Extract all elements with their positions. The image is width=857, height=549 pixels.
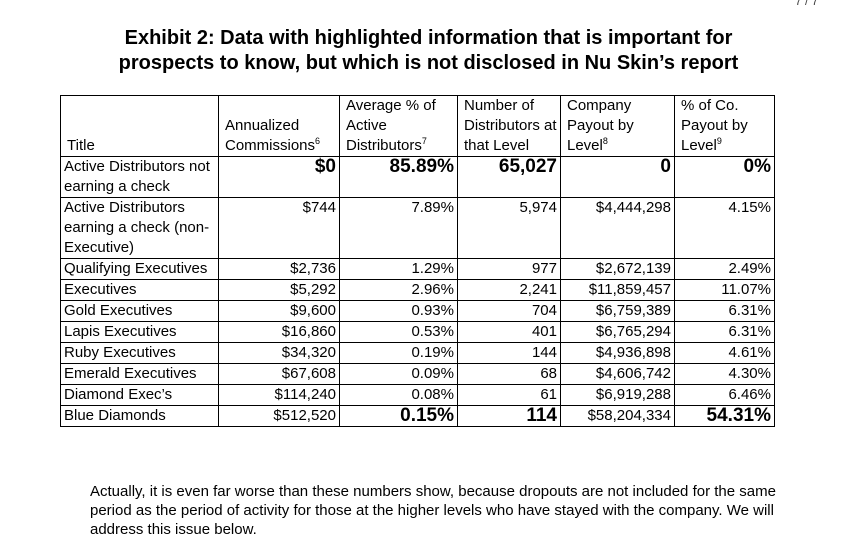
table-row: Blue Diamonds $512,520 0.15% 114 $58,204…: [60, 405, 775, 427]
header-number-of-distributors: Number of Distributors at that Level: [457, 95, 561, 157]
cell-payout-pct: 6.31%: [674, 300, 775, 322]
data-table: Title Annualized Commissions6 Average % …: [60, 95, 775, 427]
cell-payout-pct: 0%: [674, 156, 775, 198]
row-title: Executives: [60, 279, 219, 301]
cell-number: 704: [457, 300, 561, 322]
cell-payout-pct: 11.07%: [674, 279, 775, 301]
table-row: Executives $5,292 2.96% 2,241 $11,859,45…: [60, 279, 775, 301]
row-title: Active Distributors not earning a check: [60, 156, 219, 198]
cell-commissions: $34,320: [218, 342, 340, 364]
cell-avg-pct: 0.93%: [339, 300, 458, 322]
cell-avg-pct: 7.89%: [339, 197, 458, 259]
cell-avg-pct: 85.89%: [339, 156, 458, 198]
title-line-2: prospects to know, but which is not disc…: [118, 52, 739, 74]
cell-avg-pct: 0.53%: [339, 321, 458, 343]
header-payout-pct: % of Co. Payout by Level9: [674, 95, 775, 157]
cell-avg-pct: 1.29%: [339, 258, 458, 280]
cell-avg-pct: 0.09%: [339, 363, 458, 385]
cell-commissions: $0: [218, 156, 340, 198]
cell-payout-pct: 6.31%: [674, 321, 775, 343]
row-title: Active Distributors earning a check (non…: [60, 197, 219, 259]
header-average-pct: Average % of Active Distributors7: [339, 95, 458, 157]
cell-payout-pct: 4.61%: [674, 342, 775, 364]
table-row: Qualifying Executives $2,736 1.29% 977 $…: [60, 258, 775, 280]
row-title: Ruby Executives: [60, 342, 219, 364]
row-title: Blue Diamonds: [60, 405, 219, 427]
row-title: Gold Executives: [60, 300, 219, 322]
exhibit-title: Exhibit 2: Data with highlighted informa…: [0, 26, 857, 76]
footnote-paragraph: Actually, it is even far worse than thes…: [90, 483, 776, 538]
cell-commissions: $744: [218, 197, 340, 259]
table-row: Ruby Executives $34,320 0.19% 144 $4,936…: [60, 342, 775, 364]
cell-number: 2,241: [457, 279, 561, 301]
table-row: Active Distributors not earning a check …: [60, 156, 775, 198]
cell-payout-pct: 2.49%: [674, 258, 775, 280]
table-row: Active Distributors earning a check (non…: [60, 197, 775, 259]
cell-commissions: $9,600: [218, 300, 340, 322]
header-annualized-commissions: Annualized Commissions6: [218, 95, 340, 157]
cell-number: 114: [457, 405, 561, 427]
cell-avg-pct: 2.96%: [339, 279, 458, 301]
table-row: Emerald Executives $67,608 0.09% 68 $4,6…: [60, 363, 775, 385]
cell-payout-pct: 54.31%: [674, 405, 775, 427]
page-number: 7 / 7: [795, 0, 819, 8]
cell-commissions: $16,860: [218, 321, 340, 343]
cell-commissions: $114,240: [218, 384, 340, 406]
row-title: Emerald Executives: [60, 363, 219, 385]
cell-payout: $2,672,139: [560, 258, 675, 280]
table-row: Gold Executives $9,600 0.93% 704 $6,759,…: [60, 300, 775, 322]
cell-payout: $4,606,742: [560, 363, 675, 385]
table-row: Diamond Exec’s $114,240 0.08% 61 $6,919,…: [60, 384, 775, 406]
cell-number: 977: [457, 258, 561, 280]
cell-number: 5,974: [457, 197, 561, 259]
header-company-payout: Company Payout by Level8: [560, 95, 675, 157]
cell-commissions: $512,520: [218, 405, 340, 427]
table-row: Lapis Executives $16,860 0.53% 401 $6,76…: [60, 321, 775, 343]
cell-number: 65,027: [457, 156, 561, 198]
cell-payout-pct: 4.30%: [674, 363, 775, 385]
cell-number: 68: [457, 363, 561, 385]
cell-commissions: $2,736: [218, 258, 340, 280]
header-row: Title Annualized Commissions6 Average % …: [60, 95, 775, 157]
cell-payout: 0: [560, 156, 675, 198]
header-title: Title: [60, 95, 219, 157]
cell-commissions: $5,292: [218, 279, 340, 301]
cell-avg-pct: 0.19%: [339, 342, 458, 364]
cell-payout: $11,859,457: [560, 279, 675, 301]
cell-number: 61: [457, 384, 561, 406]
cell-payout: $4,444,298: [560, 197, 675, 259]
cell-payout: $6,765,294: [560, 321, 675, 343]
cell-payout: $58,204,334: [560, 405, 675, 427]
cell-payout-pct: 6.46%: [674, 384, 775, 406]
cell-payout-pct: 4.15%: [674, 197, 775, 259]
cell-number: 401: [457, 321, 561, 343]
cell-payout: $4,936,898: [560, 342, 675, 364]
row-title: Qualifying Executives: [60, 258, 219, 280]
cell-avg-pct: 0.15%: [339, 405, 458, 427]
title-line-1: Exhibit 2: Data with highlighted informa…: [124, 27, 733, 49]
row-title: Diamond Exec’s: [60, 384, 219, 406]
cell-number: 144: [457, 342, 561, 364]
cell-commissions: $67,608: [218, 363, 340, 385]
cell-avg-pct: 0.08%: [339, 384, 458, 406]
cell-payout: $6,919,288: [560, 384, 675, 406]
cell-payout: $6,759,389: [560, 300, 675, 322]
row-title: Lapis Executives: [60, 321, 219, 343]
